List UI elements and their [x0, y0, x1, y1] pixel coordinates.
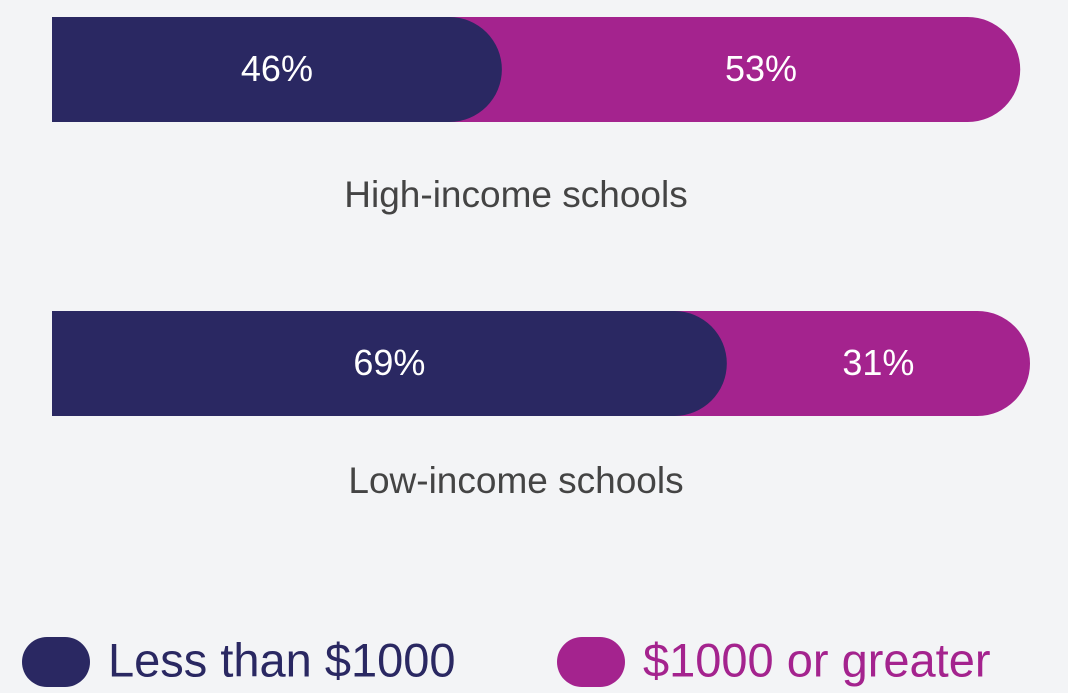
category-label: High-income schools	[344, 174, 687, 215]
legend-label: $1000 or greater	[643, 633, 991, 686]
value-label: 46%	[241, 48, 313, 89]
value-label: 53%	[725, 48, 797, 89]
bar-segment	[52, 17, 502, 122]
bar-segment	[52, 311, 727, 416]
category-label: Low-income schools	[348, 460, 683, 501]
value-label: 69%	[353, 342, 425, 383]
bar-segment	[449, 17, 1021, 122]
value-label: 31%	[842, 342, 914, 383]
legend-label: Less than $1000	[108, 633, 456, 686]
legend-swatch	[557, 637, 625, 687]
legend-swatch	[22, 637, 90, 687]
bar-segment	[674, 311, 1031, 416]
